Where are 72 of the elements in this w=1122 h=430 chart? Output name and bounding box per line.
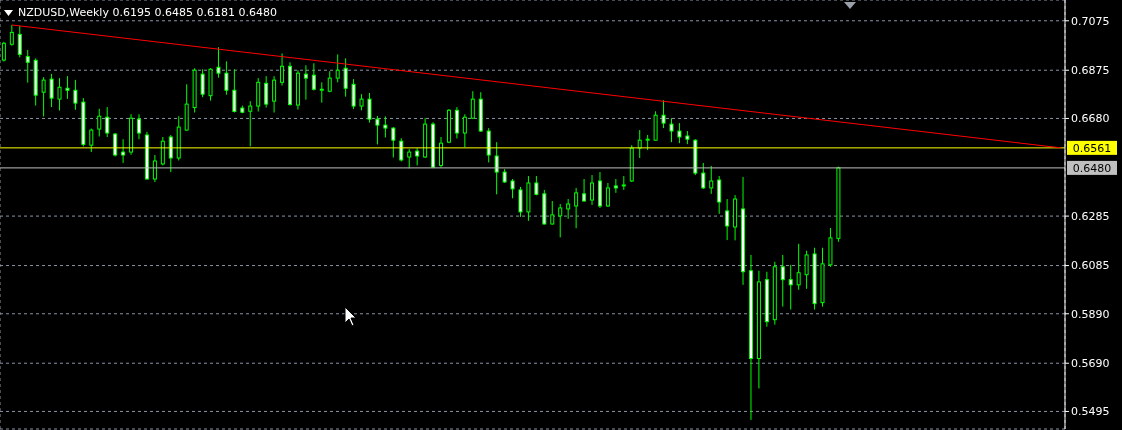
candlestick xyxy=(439,136,444,169)
candlestick xyxy=(780,254,785,308)
candlestick xyxy=(613,178,618,194)
y-tick-label: 0.7075 xyxy=(1071,14,1110,28)
y-tick-label: 0.5890 xyxy=(1071,307,1110,321)
y-tick-label: 0.6085 xyxy=(1071,259,1110,273)
candlestick xyxy=(470,90,475,120)
candlestick xyxy=(550,200,555,226)
y-tick-label: 0.6285 xyxy=(1071,210,1110,224)
candlestick xyxy=(272,75,277,113)
candlestick xyxy=(137,113,141,140)
candlestick xyxy=(351,78,356,110)
candlestick xyxy=(407,148,412,169)
candlestick xyxy=(462,113,467,148)
candlestick xyxy=(367,92,372,124)
candlestick xyxy=(375,115,380,145)
y-tick-label: 0.5690 xyxy=(1071,357,1110,371)
candlestick xyxy=(486,127,491,163)
candlestick xyxy=(121,138,126,164)
text: NZDUSD,Weekly 0.6195 0.6485 0.6181 0.6480 xyxy=(18,6,277,19)
candlestick xyxy=(152,154,157,183)
candlestick xyxy=(224,60,229,96)
candlestick xyxy=(311,62,316,91)
candlestick xyxy=(494,141,499,195)
candlestick xyxy=(717,175,722,215)
candlestick xyxy=(216,46,221,79)
candlestick xyxy=(582,178,587,203)
candlestick xyxy=(558,203,563,238)
candlestick xyxy=(280,52,285,87)
candlestick xyxy=(796,243,801,291)
candlestick xyxy=(605,182,610,208)
candlestick xyxy=(303,64,308,101)
y-tick-label: 0.5495 xyxy=(1071,405,1110,419)
candlestick xyxy=(168,134,173,173)
candlestick xyxy=(49,73,54,108)
candlestick xyxy=(391,126,396,159)
candlestick xyxy=(41,76,46,117)
candlestick xyxy=(319,81,324,104)
candlestick xyxy=(788,264,793,311)
candlestick xyxy=(725,198,730,241)
candlestick xyxy=(574,187,579,229)
candlestick xyxy=(454,106,459,139)
candlestick xyxy=(590,174,595,206)
candlestick xyxy=(73,79,78,111)
candlestick xyxy=(701,162,706,190)
candlestick xyxy=(383,115,388,138)
candlestick xyxy=(510,178,515,199)
candlestick xyxy=(57,77,62,112)
candlestick xyxy=(200,68,205,98)
candlestick xyxy=(518,186,523,218)
candlestick xyxy=(248,100,253,147)
candlestick xyxy=(256,77,261,113)
candlestick xyxy=(9,24,14,47)
candlestick xyxy=(105,106,110,138)
candlestick xyxy=(566,198,571,220)
candlestick xyxy=(97,108,102,137)
candlestick xyxy=(25,49,30,84)
ref-line-label: 0.6480 xyxy=(1072,161,1112,175)
candlestick xyxy=(804,250,809,290)
ref-line-label: 0.6561 xyxy=(1072,141,1112,155)
candlestick xyxy=(669,117,674,143)
candlestick xyxy=(709,165,714,195)
candlestick xyxy=(232,68,237,113)
candlestick xyxy=(677,122,682,144)
candlestick xyxy=(661,99,666,129)
y-tick-label: 0.6875 xyxy=(1071,64,1110,78)
y-tick-label: 0.6680 xyxy=(1071,112,1110,126)
candlestick xyxy=(343,57,348,98)
candlestick xyxy=(335,53,340,83)
candlestick xyxy=(65,75,70,100)
candlestick xyxy=(17,25,22,58)
candlestick xyxy=(264,75,269,109)
